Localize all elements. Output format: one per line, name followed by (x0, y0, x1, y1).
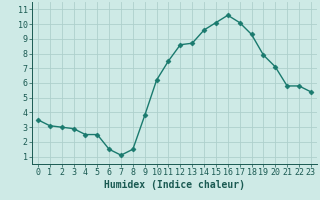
X-axis label: Humidex (Indice chaleur): Humidex (Indice chaleur) (104, 180, 245, 190)
